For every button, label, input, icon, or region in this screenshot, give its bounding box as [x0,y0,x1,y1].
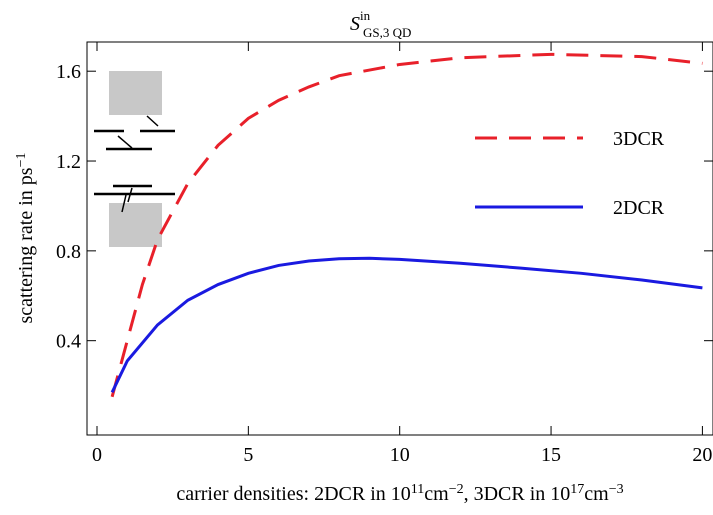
series-line [110,256,703,393]
y-label-sup: −1 [14,153,29,168]
legend-label: 2DCR [613,197,665,219]
x-tick-label: 0 [92,444,102,466]
x-label-sup: −3 [609,482,624,497]
x-tick-label: 10 [390,444,410,466]
y-tick-label: 1.6 [56,61,81,83]
x-label-sup: 11 [411,482,424,497]
y-label-part: scattering rate in ps [15,167,37,323]
x-tick-label: 20 [692,444,712,466]
chart-title: Sin GS,3 QD [350,8,411,40]
x-axis-label: carrier densities: 2DCR in 1011cm−2, 3DC… [176,482,623,506]
legend-label: 3DCR [613,128,665,150]
x-label-part: cm [424,483,449,505]
x-tick-label: 5 [243,444,253,466]
inset-diagram [94,71,175,247]
y-axis-label: scattering rate in ps−1 [14,153,38,324]
x-label-sup: −2 [449,482,464,497]
plot-frame [86,41,713,436]
y-tick-label: 0.8 [56,241,81,263]
title-main: S [350,13,360,35]
y-tick-label: 0.4 [56,331,81,353]
x-label-sup: 17 [570,482,584,497]
x-label-part: cm [584,483,609,505]
series-line [110,52,703,398]
x-tick-label: 15 [541,444,561,466]
x-label-part: carrier densities: 2DCR in 10 [176,483,410,505]
x-label-part: , 3DCR in 10 [464,483,571,505]
title-sup: in [360,8,371,23]
title-sub: GS,3 QD [363,25,411,40]
y-tick-label: 1.2 [56,151,81,173]
